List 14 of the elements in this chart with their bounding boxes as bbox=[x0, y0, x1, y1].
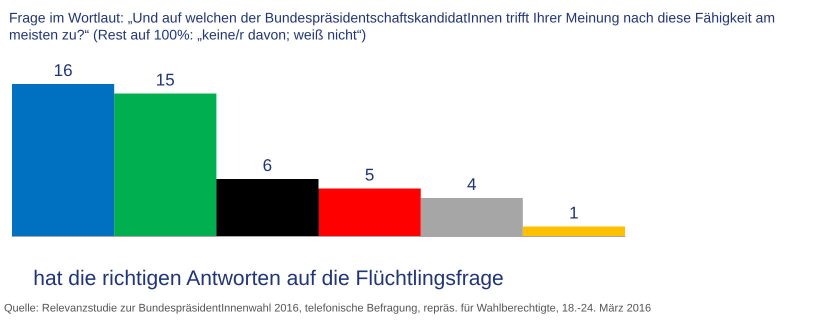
bar bbox=[522, 226, 625, 236]
data-label: 15 bbox=[156, 70, 175, 90]
bar bbox=[12, 84, 114, 236]
bar bbox=[318, 188, 421, 236]
data-label: 5 bbox=[364, 166, 374, 184]
data-label: 6 bbox=[262, 156, 272, 175]
data-label: 1 bbox=[569, 204, 579, 222]
data-label: 4 bbox=[467, 175, 476, 194]
x-axis-title: hat die richtigen Antworten auf die Flüchtlingsfrage bbox=[33, 267, 504, 290]
source-note: Quelle: Relevanzstudie zur BundespräsidentInnenwahl 2016, telefonische Befragung, repräs. für Wahlberechtigte, 18.-24. März 2016 bbox=[4, 302, 652, 314]
bar bbox=[216, 179, 318, 236]
chart-title: Frage im Wortlaut: „Und auf welchen der BundespräsidentschaftskandidatInnen trifft Ihrer Meinung nach diese Fähigkeit am meisten zu?“ (Rest auf 100%: „keine/r davon; weiß nicht“) bbox=[9, 10, 779, 42]
data-label: 16 bbox=[54, 61, 73, 80]
bar bbox=[114, 94, 216, 236]
